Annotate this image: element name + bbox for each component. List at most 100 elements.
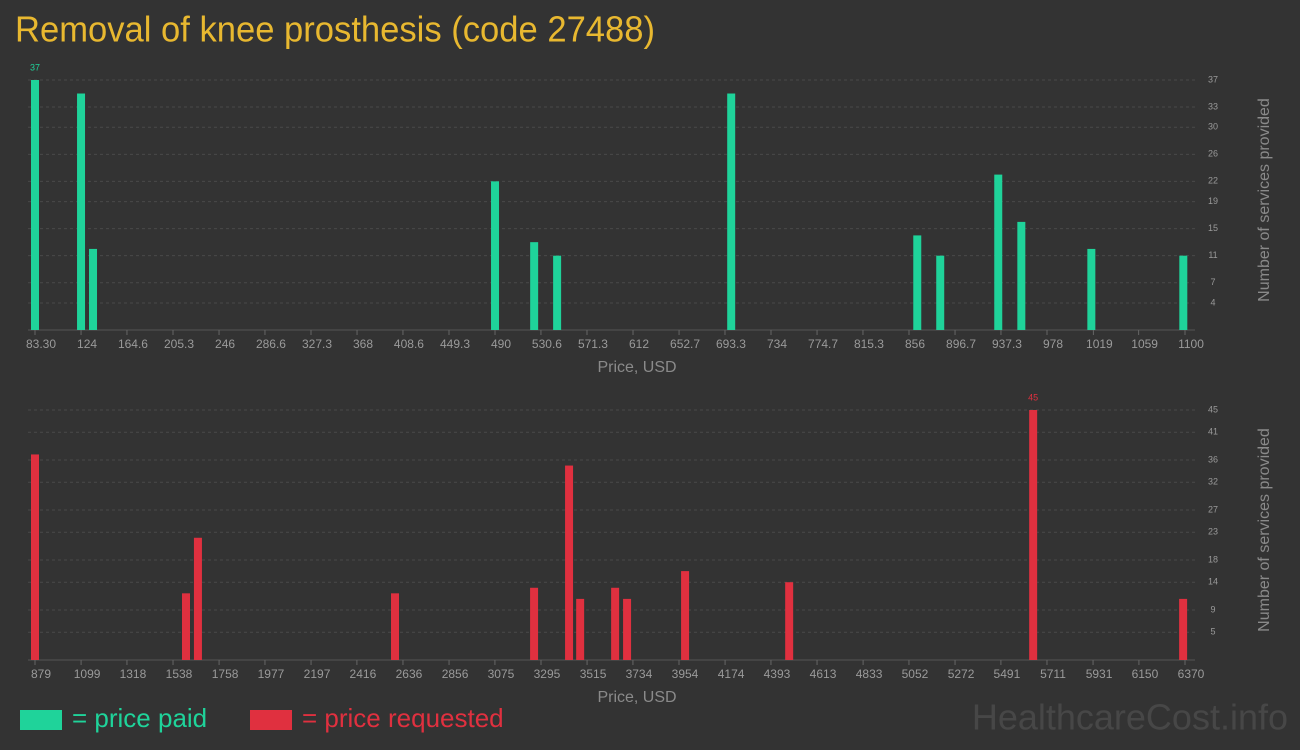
x-tick-label: 6150 <box>1132 667 1159 681</box>
x-tick-label: 1019 <box>1086 337 1113 351</box>
bar <box>565 465 574 660</box>
x-tick-label: 2636 <box>396 667 423 681</box>
y-tick-label: 32 <box>1208 477 1218 487</box>
x-tick-label: 368 <box>353 337 373 351</box>
chart-title: Removal of knee prosthesis (code 27488) <box>15 9 655 50</box>
x-tick-label: 5052 <box>902 667 929 681</box>
bar <box>1179 598 1188 660</box>
x-tick-label: 1100 <box>1178 337 1204 351</box>
x-tick-label: 3295 <box>534 667 561 681</box>
bar <box>994 174 1003 330</box>
bar <box>491 181 500 330</box>
x-axis-title: Price, USD <box>597 359 676 376</box>
y-tick-label: 5 <box>1210 627 1215 637</box>
x-tick-label: 5491 <box>994 667 1021 681</box>
legend-label: = price paid <box>72 703 207 733</box>
x-tick-label: 3515 <box>580 667 607 681</box>
x-tick-label: 734 <box>767 337 787 351</box>
bar <box>530 587 539 660</box>
x-tick-label: 3954 <box>672 667 699 681</box>
bar <box>727 93 736 330</box>
bar <box>611 587 620 660</box>
x-axis-title: Price, USD <box>597 689 676 706</box>
x-tick-label: 856 <box>905 337 925 351</box>
x-tick-label: 2856 <box>442 667 469 681</box>
x-tick-label: 1977 <box>258 667 285 681</box>
x-tick-label: 124 <box>77 337 97 351</box>
value-label: 45 <box>1028 392 1038 402</box>
x-tick-label: 83.30 <box>26 337 56 351</box>
x-tick-label: 652.7 <box>670 337 700 351</box>
y-tick-label: 45 <box>1208 404 1218 414</box>
bar <box>193 537 202 660</box>
bar <box>785 582 794 660</box>
bar <box>31 80 39 330</box>
x-tick-label: 408.6 <box>394 337 424 351</box>
x-tick-label: 571.3 <box>578 337 608 351</box>
y-tick-label: 36 <box>1208 454 1218 464</box>
y-tick-label: 7 <box>1210 277 1215 287</box>
x-tick-label: 693.3 <box>716 337 746 351</box>
x-tick-label: 4613 <box>810 667 837 681</box>
x-tick-label: 3075 <box>488 667 515 681</box>
bar <box>553 255 562 330</box>
y-tick-label: 37 <box>1208 74 1218 84</box>
x-tick-label: 879 <box>31 667 51 681</box>
x-tick-label: 449.3 <box>440 337 470 351</box>
x-tick-label: 1538 <box>166 667 193 681</box>
bar <box>31 454 39 660</box>
x-tick-label: 327.3 <box>302 337 332 351</box>
x-tick-label: 246 <box>215 337 235 351</box>
x-tick-label: 1758 <box>212 667 239 681</box>
x-tick-label: 1099 <box>74 667 101 681</box>
x-tick-label: 774.7 <box>808 337 838 351</box>
x-tick-label: 978 <box>1043 337 1063 351</box>
x-tick-label: 4393 <box>764 667 791 681</box>
x-tick-label: 286.6 <box>256 337 286 351</box>
value-label: 37 <box>30 62 40 72</box>
x-tick-label: 5711 <box>1040 667 1066 681</box>
x-tick-label: 815.3 <box>854 337 884 351</box>
legend-swatch <box>20 710 62 730</box>
y-axis-title: Number of services provided <box>1256 98 1273 302</box>
y-tick-label: 19 <box>1208 196 1218 206</box>
x-tick-label: 530.6 <box>532 337 562 351</box>
bar <box>936 255 945 330</box>
bar <box>391 593 400 660</box>
bar <box>1087 248 1096 330</box>
y-tick-label: 27 <box>1208 504 1218 514</box>
y-tick-label: 4 <box>1210 297 1215 307</box>
y-tick-label: 14 <box>1208 577 1218 587</box>
bar <box>1017 221 1026 330</box>
x-tick-label: 2197 <box>304 667 331 681</box>
x-tick-label: 205.3 <box>164 337 194 351</box>
bar <box>530 242 539 330</box>
x-tick-label: 5931 <box>1086 667 1113 681</box>
x-tick-label: 612 <box>629 337 649 351</box>
y-tick-label: 30 <box>1208 122 1218 132</box>
y-tick-label: 41 <box>1208 427 1218 437</box>
bar <box>681 571 690 660</box>
x-tick-label: 2416 <box>350 667 377 681</box>
x-tick-label: 4833 <box>856 667 883 681</box>
y-tick-label: 9 <box>1210 604 1215 614</box>
y-axis-title: Number of services provided <box>1256 428 1273 632</box>
x-tick-label: 3734 <box>626 667 653 681</box>
y-tick-label: 26 <box>1208 149 1218 159</box>
bar <box>1179 255 1188 330</box>
y-tick-label: 22 <box>1208 176 1218 186</box>
x-tick-label: 1059 <box>1131 337 1158 351</box>
y-tick-label: 33 <box>1208 101 1218 111</box>
y-tick-label: 11 <box>1208 250 1217 260</box>
x-tick-label: 937.3 <box>992 337 1022 351</box>
x-tick-label: 490 <box>491 337 511 351</box>
legend-swatch <box>250 710 292 730</box>
y-tick-label: 15 <box>1208 223 1218 233</box>
bar <box>623 598 632 660</box>
x-tick-label: 164.6 <box>118 337 148 351</box>
bar <box>576 598 585 660</box>
bar <box>182 593 191 660</box>
x-tick-label: 6370 <box>1178 667 1205 681</box>
x-tick-label: 896.7 <box>946 337 976 351</box>
